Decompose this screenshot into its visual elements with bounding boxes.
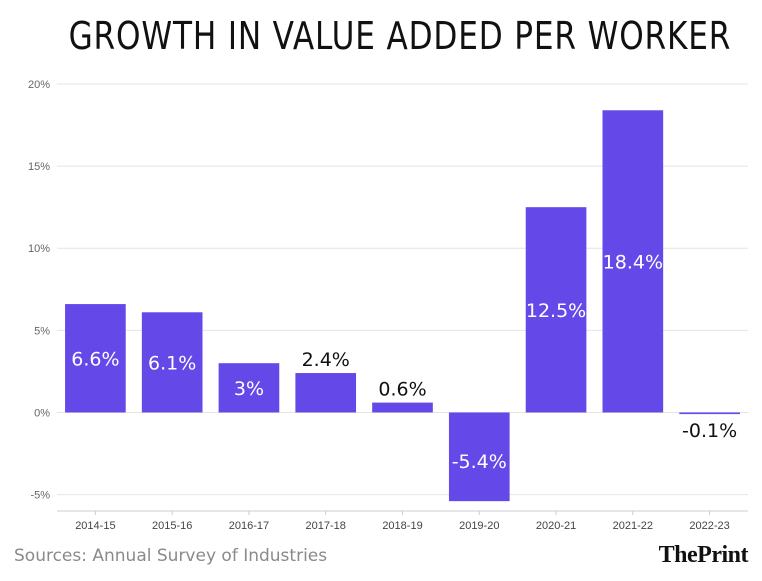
data-label: 6.6% [71, 348, 119, 370]
data-label: 6.1% [148, 352, 196, 374]
bar [679, 412, 740, 415]
data-label: -0.1% [682, 420, 737, 442]
bar-chart: 20%15%10%5%0%-5% 2014-15 2015-16 2016-17 20… [28, 79, 748, 532]
source-note: Sources: Annual Survey of Industries [14, 546, 328, 566]
y-tick-label: 0% [34, 407, 50, 419]
bar [525, 207, 587, 413]
bar [602, 110, 664, 413]
data-label: 0.6% [378, 379, 426, 401]
x-tick-label: 2017-18 [306, 520, 346, 532]
bar [141, 312, 203, 413]
x-tick-label: 2022-23 [689, 520, 729, 532]
bar [65, 304, 126, 413]
bar [295, 373, 357, 413]
y-tick-label: 10% [28, 243, 50, 255]
publisher-logo: ThePrint [658, 542, 749, 568]
data-label: 2.4% [302, 349, 350, 371]
y-tick-label: 5% [34, 325, 50, 337]
bars [65, 110, 740, 502]
y-tick-label: -5% [30, 490, 50, 502]
x-tick-label: 2015-16 [152, 520, 192, 532]
x-axis-ticks: 2014-15 2015-16 2016-17 2017-18 2018-19 2019-… [75, 511, 730, 532]
data-label: 3% [234, 378, 264, 400]
chart-title: GROWTH IN VALUE ADDED PER WORKER [68, 14, 732, 58]
y-tick-label: 15% [28, 161, 50, 173]
x-tick-label: 2021-22 [613, 520, 653, 532]
y-axis-ticks: 20% 15% 10% 5% 0% -5% [28, 79, 50, 502]
x-tick-label: 2020-21 [536, 520, 576, 532]
data-labels: 6.6% 6.1% 3% 2.4% 0.6% -5.4% 12.5% 18.4% -0.1% [71, 251, 737, 473]
x-tick-label: 2016-17 [229, 520, 269, 532]
bar [218, 363, 280, 413]
x-tick-label: 2019-20 [459, 520, 499, 532]
data-label: 12.5% [526, 300, 586, 322]
x-tick-label: 2018-19 [382, 520, 422, 532]
y-tick-label: 20% [28, 79, 50, 91]
bar [448, 412, 510, 502]
bar [372, 402, 433, 413]
x-tick-label: 2014-15 [75, 520, 115, 532]
data-label: -5.4% [452, 451, 507, 473]
data-label: 18.4% [603, 251, 663, 273]
